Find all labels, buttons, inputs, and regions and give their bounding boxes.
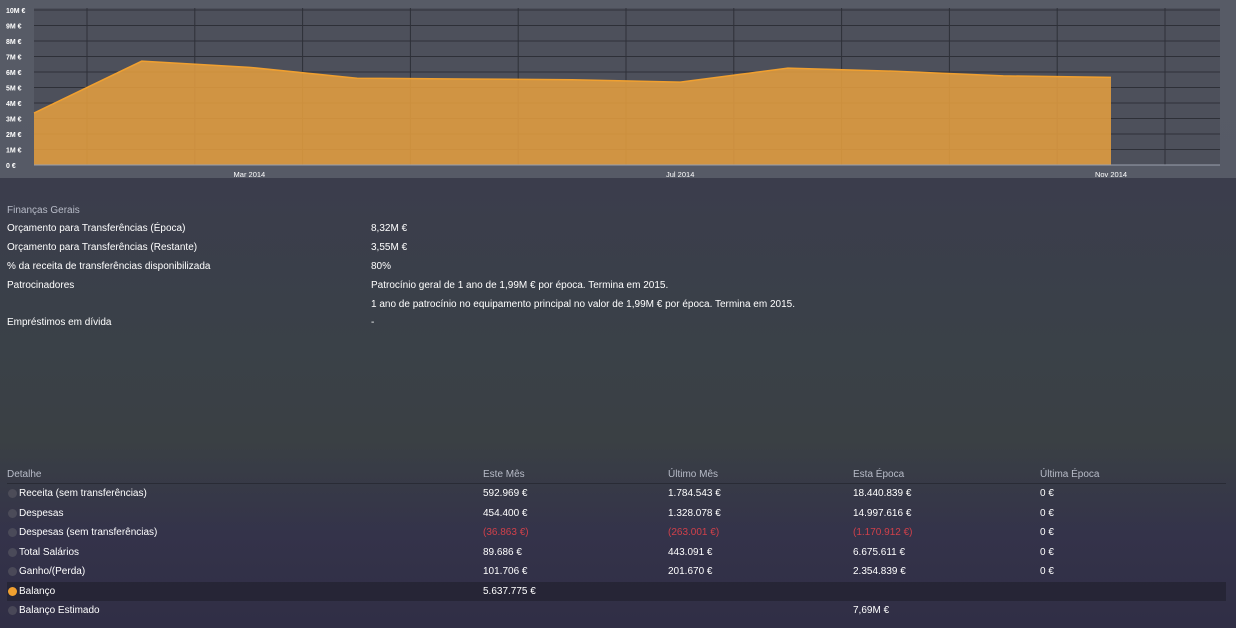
series-toggle-icon[interactable] bbox=[8, 547, 17, 557]
y-tick-label: 10M € bbox=[6, 8, 26, 15]
row-value: 454.400 € bbox=[483, 507, 528, 519]
row-value: 0 € bbox=[1040, 566, 1054, 577]
general-row-label: Patrocinadores bbox=[7, 280, 75, 291]
row-value: 2.354.839 € bbox=[853, 566, 906, 577]
y-tick-label: 3M € bbox=[6, 117, 22, 124]
balance-chart: 0 € 1M € 2M € 3M € 4M € 5M € 6M € 7M € 8M € 9M € 1… bbox=[6, 8, 1220, 179]
series-toggle-icon[interactable] bbox=[8, 489, 17, 498]
row-value: 0 € bbox=[1040, 507, 1054, 519]
balance-chart-panel: 0 € 1M € 2M € 3M € 4M € 5M € 6M € 7M € 8M € 9M € 1… bbox=[0, 0, 1236, 179]
row-value: (1.170.912 €) bbox=[853, 527, 913, 538]
row-value: 201.670 € bbox=[668, 566, 713, 577]
general-row-value: Patrocínio geral de 1 ano de 1,99M € por… bbox=[371, 280, 669, 291]
column-header[interactable]: Detalhe bbox=[7, 469, 42, 480]
row-value: 5.637.775 € bbox=[483, 585, 536, 597]
row-value: 1.328.078 € bbox=[668, 507, 721, 519]
series-toggle-icon[interactable] bbox=[8, 508, 17, 518]
general-row-label: % da receita de transferências disponibi… bbox=[7, 261, 211, 272]
table-row[interactable]: Balanço 5.637.775 € bbox=[7, 581, 1226, 601]
y-tick-label: 2M € bbox=[6, 132, 22, 139]
row-value: 101.706 € bbox=[483, 566, 528, 577]
y-tick-label: 7M € bbox=[6, 55, 22, 62]
row-label: Despesas (sem transferências) bbox=[19, 527, 158, 538]
table-row[interactable]: Despesas (sem transferências) (36.863 €) (… bbox=[7, 523, 1226, 542]
general-row-value: 8,32M € bbox=[371, 223, 408, 234]
column-header[interactable]: Última Época bbox=[1040, 469, 1100, 480]
row-value: (36.863 €) bbox=[483, 527, 529, 538]
header-divider bbox=[7, 483, 1226, 484]
row-label: Balanço Estimado bbox=[19, 605, 100, 616]
x-tick-label: Jul 2014 bbox=[666, 170, 694, 179]
balance-area bbox=[34, 61, 1111, 165]
y-tick-label: 4M € bbox=[6, 101, 22, 108]
series-toggle-icon[interactable] bbox=[8, 567, 17, 576]
row-value: 1.784.543 € bbox=[668, 488, 721, 499]
x-tick-label: Mar 2014 bbox=[234, 170, 266, 179]
general-row-label: Empréstimos em dívida bbox=[7, 317, 112, 328]
table-row[interactable]: Total Salários 89.686 € 443.091 € 6.675.611… bbox=[7, 543, 1226, 562]
column-header[interactable]: Esta Época bbox=[853, 469, 905, 480]
row-label: Total Salários bbox=[19, 546, 80, 558]
row-value: 7,69M € bbox=[853, 605, 890, 616]
row-label: Balanço bbox=[19, 585, 56, 597]
general-row-value: 80% bbox=[371, 261, 392, 272]
row-value: 6.675.611 € bbox=[853, 546, 906, 558]
table-row[interactable]: Balanço Estimado 7,69M € bbox=[7, 601, 1226, 620]
row-value: 592.969 € bbox=[483, 488, 528, 499]
table-row[interactable]: Ganho/(Perda) 101.706 € 201.670 € 2.354.839… bbox=[7, 562, 1226, 581]
general-row-label: Orçamento para Transferências (Restante) bbox=[7, 242, 198, 253]
table-row[interactable]: Receita (sem transferências) 592.969 € 1.7… bbox=[7, 484, 1226, 503]
row-label: Ganho/(Perda) bbox=[19, 566, 86, 577]
section-title-general-finances: Finanças Gerais bbox=[7, 205, 80, 216]
general-row-value: 1 ano de patrocínio no equipamento princ… bbox=[371, 299, 795, 310]
row-label: Despesas bbox=[19, 507, 64, 519]
row-label: Receita (sem transferências) bbox=[19, 488, 147, 499]
row-value: 89.686 € bbox=[483, 546, 522, 558]
row-value: 14.997.616 € bbox=[853, 507, 912, 519]
series-toggle-icon[interactable] bbox=[8, 606, 17, 615]
general-row-value: 3,55M € bbox=[371, 242, 408, 253]
general-row-label: Orçamento para Transferências (Época) bbox=[7, 223, 186, 234]
y-tick-label: 5M € bbox=[6, 86, 22, 93]
general-row-value: - bbox=[371, 317, 375, 328]
series-toggle-icon[interactable] bbox=[8, 586, 17, 596]
y-tick-label: 6M € bbox=[6, 70, 22, 77]
column-header[interactable]: Último Mês bbox=[668, 469, 719, 480]
y-tick-label: 8M € bbox=[6, 39, 22, 46]
row-value: 0 € bbox=[1040, 527, 1054, 538]
row-value: 18.440.839 € bbox=[853, 488, 912, 499]
row-value: 0 € bbox=[1040, 488, 1054, 499]
row-value: 0 € bbox=[1040, 546, 1054, 558]
y-tick-label: 1M € bbox=[6, 148, 22, 155]
y-tick-label: 9M € bbox=[6, 24, 22, 31]
table-row[interactable]: Despesas 454.400 € 1.328.078 € 14.997.616 €… bbox=[7, 504, 1226, 523]
row-value: 443.091 € bbox=[668, 546, 713, 558]
series-toggle-icon[interactable] bbox=[8, 528, 17, 537]
row-value: (263.001 €) bbox=[668, 527, 720, 538]
x-tick-label: Nov 2014 bbox=[1095, 170, 1127, 179]
column-header[interactable]: Este Mês bbox=[483, 469, 525, 480]
y-tick-label: 0 € bbox=[6, 163, 16, 170]
